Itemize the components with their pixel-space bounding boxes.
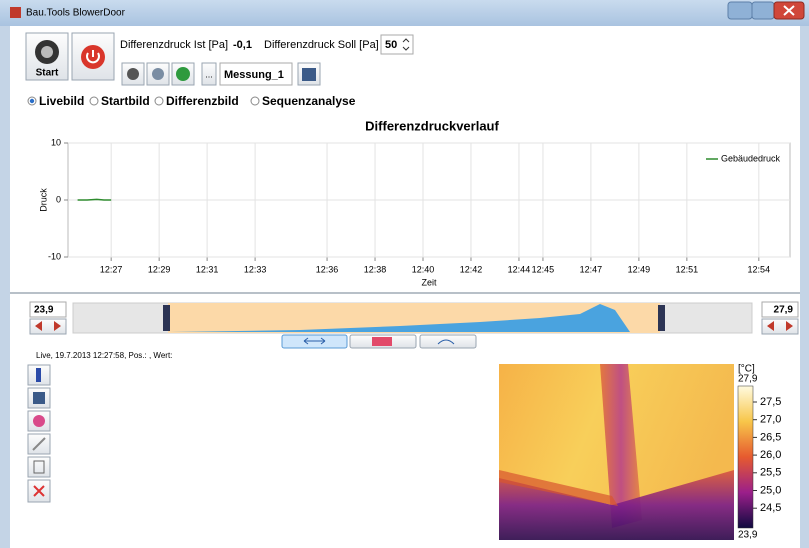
x-axis-label: Zeit [421, 277, 437, 287]
colorbar [738, 386, 753, 528]
reset-button[interactable] [420, 335, 476, 348]
status-text: Live, 19.7.2013 12:27:58, Pos.: , Wert: [36, 351, 172, 360]
radio-button[interactable] [90, 97, 98, 105]
range-handle-right[interactable] [658, 305, 665, 331]
colorbar-tick-label: 24,5 [760, 502, 781, 514]
x-tick-label: 12:38 [364, 264, 387, 274]
data-line [78, 199, 112, 200]
measurement-name: Messung_1 [224, 69, 284, 81]
radio-label: Differenzbild [166, 94, 239, 108]
radio-button[interactable] [155, 97, 163, 105]
minimize-button[interactable] [728, 2, 752, 19]
radio-label: Startbild [101, 94, 150, 108]
ist-label: Differenzdruck Ist [Pa] [120, 39, 228, 51]
x-tick-label: 12:33 [244, 264, 267, 274]
range-min-arrows[interactable] [30, 319, 66, 334]
x-tick-label: 12:54 [748, 264, 771, 274]
colorbar-min: 23,9 [738, 530, 758, 541]
x-tick-label: 12:49 [628, 264, 651, 274]
x-tick-label: 12:31 [196, 264, 219, 274]
colorbar-tick-label: 25,0 [760, 484, 781, 496]
thermal-image [499, 364, 734, 540]
tool-icon [33, 392, 45, 404]
range-max-arrows[interactable] [762, 319, 798, 334]
radio-button[interactable] [251, 97, 259, 105]
soll-value: 50 [385, 39, 397, 51]
run-icon [176, 67, 190, 81]
range-mode-icon [372, 337, 392, 346]
y-tick-label: 0 [56, 194, 61, 204]
colorbar-tick-label: 25,5 [760, 467, 781, 479]
app-window: Bau.Tools BlowerDoor Start Differenzdruc… [0, 0, 809, 548]
camera-icon [127, 68, 139, 80]
ist-value: -0,1 [233, 39, 252, 51]
x-tick-label: 12:36 [316, 264, 339, 274]
x-tick-label: 12:42 [460, 264, 483, 274]
range-max: 27,9 [774, 305, 794, 316]
colorbar-max: 27,9 [738, 374, 758, 385]
x-tick-label: 12:47 [580, 264, 603, 274]
app-icon [10, 7, 21, 18]
view-mode-group: Livebild Startbild Differenzbild Sequenzana… [28, 94, 356, 108]
range-min: 23,9 [34, 305, 54, 316]
colorbar-tick-label: 26,5 [760, 431, 781, 443]
tool-icon [36, 368, 41, 382]
radio-label: Livebild [39, 94, 84, 108]
radio-dot [30, 99, 34, 103]
maximize-button[interactable] [752, 2, 774, 19]
colorbar-tick-label: 27,5 [760, 396, 781, 408]
legend-label: Gebäudedruck [721, 153, 781, 163]
window-title: Bau.Tools BlowerDoor [26, 8, 126, 19]
x-tick-label: 12:27 [100, 264, 123, 274]
colorbar-tick-label: 26,0 [760, 449, 781, 461]
soll-label: Differenzdruck Soll [Pa] [264, 39, 379, 51]
chart-title: Differenzdruckverlauf [365, 118, 499, 133]
x-tick-label: 12:40 [412, 264, 435, 274]
save-icon [302, 68, 316, 81]
settings-icon [152, 68, 164, 80]
x-tick-label: 12:51 [676, 264, 699, 274]
radio-label: Sequenzanalyse [262, 94, 356, 108]
y-tick-label: 10 [51, 137, 61, 147]
x-tick-label: 12:44 [508, 264, 531, 274]
start-label: Start [36, 68, 59, 79]
colorbar-tick-label: 27,0 [760, 414, 781, 426]
y-axis-label: Druck [38, 188, 48, 212]
tool-icon [33, 415, 45, 427]
x-tick-label: 12:45 [532, 264, 555, 274]
range-handle-left[interactable] [163, 305, 170, 331]
browse-label: ... [205, 69, 213, 79]
start-icon-hub [41, 46, 53, 58]
x-tick-label: 12:29 [148, 264, 171, 274]
y-tick-label: -10 [48, 251, 61, 261]
tool-copy[interactable] [28, 457, 50, 477]
